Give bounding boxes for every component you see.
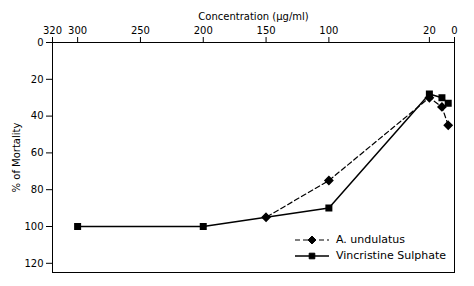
- svg-text:320: 320: [43, 25, 62, 36]
- html-text:Vincristine Sulphate: Vincristine Sulphate: [335, 249, 446, 262]
- svg-text:40: 40: [31, 110, 44, 121]
- svg-text:300: 300: [68, 25, 87, 36]
- svg-text:120: 120: [24, 258, 43, 269]
- svg-text:% of Mortality: % of Mortality: [11, 123, 22, 193]
- svg-text:0: 0: [37, 37, 43, 48]
- svg-text:20: 20: [31, 74, 44, 85]
- svg-text:100: 100: [319, 25, 338, 36]
- svg-text:250: 250: [131, 25, 150, 36]
- svg-text:Concentration (µg/ml): Concentration (µg/ml): [198, 11, 308, 22]
- svg-text:100: 100: [24, 221, 43, 232]
- svg-text:0: 0: [451, 25, 457, 36]
- svg-text:80: 80: [31, 184, 44, 195]
- html-text:A. undulatus: A. undulatus: [335, 233, 405, 246]
- svg-text:60: 60: [31, 147, 44, 158]
- svg-text:20: 20: [423, 25, 436, 36]
- svg-text:200: 200: [194, 25, 213, 36]
- svg-text:150: 150: [257, 25, 276, 36]
